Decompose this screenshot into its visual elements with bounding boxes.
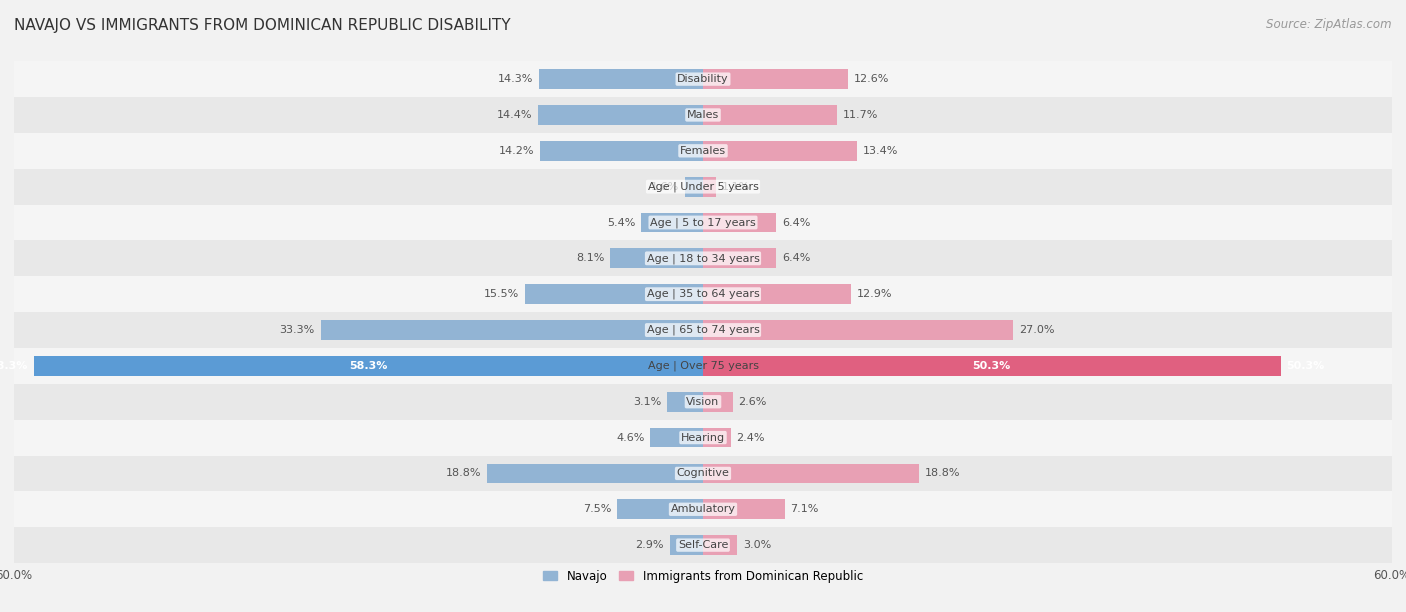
Bar (703, 69, 848, 89)
Text: 15.5%: 15.5% (484, 289, 519, 299)
Bar (703, 285, 851, 304)
Bar (14, 527, 1392, 563)
Text: Hearing: Hearing (681, 433, 725, 442)
Text: 58.3%: 58.3% (0, 361, 28, 371)
Bar (14, 241, 1392, 276)
Bar (14, 204, 1392, 241)
Bar (669, 536, 703, 555)
Bar (703, 212, 776, 233)
Text: Disability: Disability (678, 74, 728, 84)
Text: Age | Under 5 years: Age | Under 5 years (648, 181, 758, 192)
Text: Age | 5 to 17 years: Age | 5 to 17 years (650, 217, 756, 228)
Bar (537, 105, 703, 125)
Text: Age | 65 to 74 years: Age | 65 to 74 years (647, 325, 759, 335)
Text: NAVAJO VS IMMIGRANTS FROM DOMINICAN REPUBLIC DISABILITY: NAVAJO VS IMMIGRANTS FROM DOMINICAN REPU… (14, 18, 510, 34)
Text: 12.6%: 12.6% (853, 74, 889, 84)
Text: 14.3%: 14.3% (498, 74, 533, 84)
Bar (703, 248, 776, 268)
Bar (703, 428, 731, 447)
Text: 50.3%: 50.3% (1286, 361, 1324, 371)
Bar (703, 536, 738, 555)
Bar (617, 499, 703, 519)
Bar (34, 356, 703, 376)
Text: 6.4%: 6.4% (782, 217, 811, 228)
Text: Age | 18 to 34 years: Age | 18 to 34 years (647, 253, 759, 264)
Bar (14, 133, 1392, 169)
Bar (538, 69, 703, 89)
Bar (703, 392, 733, 412)
Text: 14.4%: 14.4% (496, 110, 531, 120)
Bar (668, 392, 703, 412)
Text: 7.5%: 7.5% (582, 504, 612, 514)
Text: Ambulatory: Ambulatory (671, 504, 735, 514)
Bar (641, 212, 703, 233)
Bar (703, 499, 785, 519)
Text: 58.3%: 58.3% (349, 361, 388, 371)
Text: Self-Care: Self-Care (678, 540, 728, 550)
Text: 3.0%: 3.0% (744, 540, 772, 550)
Text: 4.6%: 4.6% (616, 433, 644, 442)
Bar (14, 169, 1392, 204)
Bar (14, 384, 1392, 420)
Text: 18.8%: 18.8% (925, 468, 960, 479)
Text: 2.6%: 2.6% (738, 397, 766, 407)
Bar (486, 463, 703, 483)
Text: Cognitive: Cognitive (676, 468, 730, 479)
Text: Females: Females (681, 146, 725, 156)
Text: 1.1%: 1.1% (721, 182, 749, 192)
Text: 6.4%: 6.4% (782, 253, 811, 263)
Text: Males: Males (688, 110, 718, 120)
Text: 14.2%: 14.2% (499, 146, 534, 156)
Text: 2.4%: 2.4% (737, 433, 765, 442)
Text: 8.1%: 8.1% (576, 253, 605, 263)
Bar (610, 248, 703, 268)
Text: 50.3%: 50.3% (973, 361, 1011, 371)
Bar (540, 141, 703, 161)
Text: Source: ZipAtlas.com: Source: ZipAtlas.com (1267, 18, 1392, 31)
Bar (321, 320, 703, 340)
Text: Age | Over 75 years: Age | Over 75 years (648, 360, 758, 371)
Text: 7.1%: 7.1% (790, 504, 818, 514)
Text: 18.8%: 18.8% (446, 468, 481, 479)
Bar (14, 420, 1392, 455)
Bar (703, 141, 856, 161)
Text: 5.4%: 5.4% (607, 217, 636, 228)
Text: 12.9%: 12.9% (856, 289, 893, 299)
Bar (703, 356, 1281, 376)
Bar (14, 97, 1392, 133)
Text: 33.3%: 33.3% (280, 325, 315, 335)
Text: 11.7%: 11.7% (844, 110, 879, 120)
Text: 13.4%: 13.4% (863, 146, 898, 156)
Bar (14, 491, 1392, 527)
Text: Age | 35 to 64 years: Age | 35 to 64 years (647, 289, 759, 299)
Bar (703, 105, 838, 125)
Bar (14, 61, 1392, 97)
Text: 27.0%: 27.0% (1019, 325, 1054, 335)
Bar (524, 285, 703, 304)
Bar (650, 428, 703, 447)
Bar (14, 312, 1392, 348)
Text: 3.1%: 3.1% (634, 397, 662, 407)
Bar (14, 276, 1392, 312)
Bar (14, 348, 1392, 384)
Legend: Navajo, Immigrants from Dominican Republic: Navajo, Immigrants from Dominican Republ… (538, 565, 868, 588)
Text: 2.9%: 2.9% (636, 540, 664, 550)
Bar (685, 177, 703, 196)
Bar (14, 455, 1392, 491)
Text: 1.6%: 1.6% (651, 182, 679, 192)
Bar (703, 320, 1012, 340)
Bar (703, 463, 920, 483)
Bar (703, 177, 716, 196)
Text: Vision: Vision (686, 397, 720, 407)
